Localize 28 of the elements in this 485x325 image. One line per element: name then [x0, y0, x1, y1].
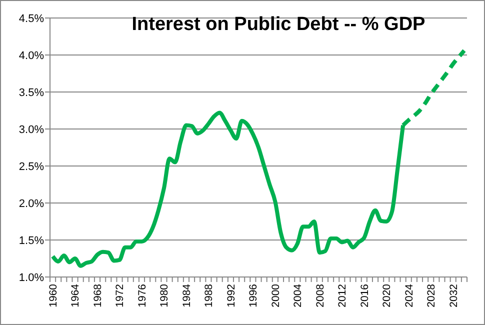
x-tick-label: 2012 — [336, 284, 349, 308]
x-tick-label: 2024 — [403, 284, 416, 308]
x-tick-label: 1976 — [136, 284, 148, 308]
y-tick-label: 3.5% — [18, 86, 44, 99]
x-tick-label: 2016 — [358, 284, 371, 308]
x-tick-label: 1992 — [225, 284, 238, 308]
chart-title: Interest on Public Debt -- % GDP — [132, 14, 426, 35]
x-tick-label: 1996 — [248, 284, 260, 308]
y-tick-label: 1.0% — [18, 272, 44, 284]
x-tick-label: 2004 — [292, 284, 304, 308]
y-tick-label: 2.5% — [18, 160, 44, 173]
y-tick-label: 1.5% — [18, 234, 44, 247]
y-tick-label: 4.5% — [18, 12, 44, 25]
x-tick-label: 1964 — [70, 284, 82, 308]
x-tick-label: 1988 — [203, 284, 216, 308]
x-tick-label: 1960 — [47, 284, 60, 308]
x-tick-label: 2032 — [448, 284, 460, 308]
x-tick-label: 1968 — [92, 284, 104, 308]
x-tick-label: 2000 — [270, 284, 282, 308]
x-tick-label: 1972 — [114, 284, 126, 308]
y-tick-label: 4.0% — [18, 50, 44, 62]
y-tick-label: 3.0% — [18, 124, 44, 136]
x-tick-label: 2020 — [381, 284, 394, 308]
y-tick-label: 2.0% — [18, 198, 44, 210]
x-tick-label: 1980 — [158, 284, 171, 308]
x-tick-label: 2008 — [314, 284, 326, 308]
x-tick-label: 2028 — [426, 284, 438, 308]
x-tick-label: 1984 — [180, 284, 193, 308]
